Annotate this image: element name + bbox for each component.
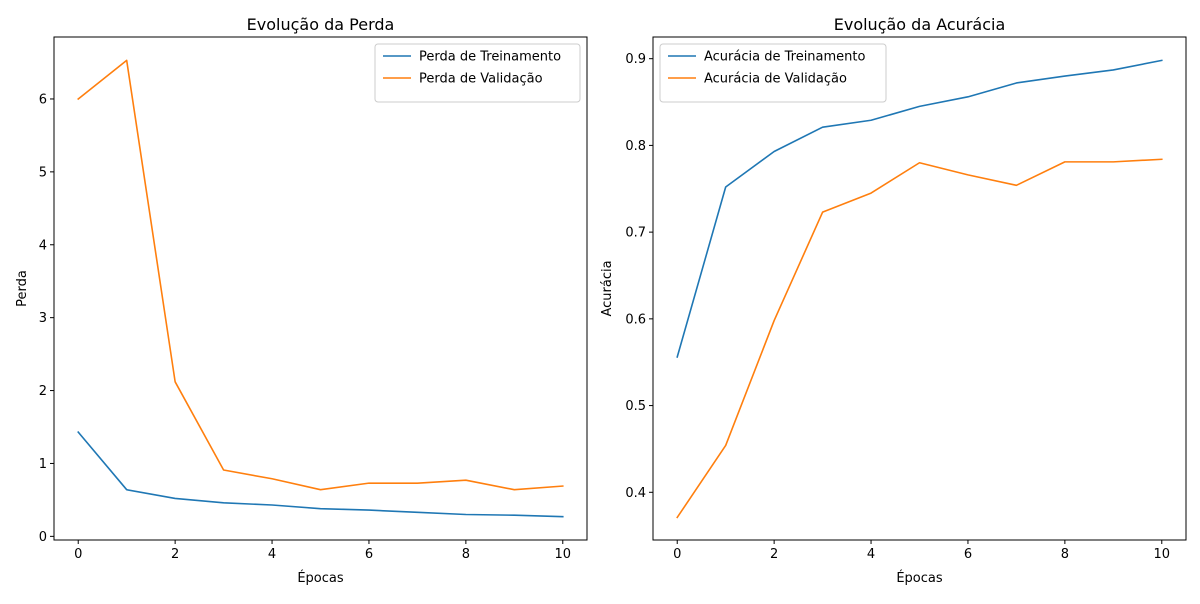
x-tick-label: 8 bbox=[462, 547, 470, 562]
y-tick-label: 0 bbox=[39, 530, 47, 545]
y-tick-label: 0.8 bbox=[625, 139, 646, 154]
x-axis-label: Épocas bbox=[297, 570, 344, 586]
y-axis-label: Acurácia bbox=[600, 260, 615, 316]
x-tick-label: 2 bbox=[171, 547, 179, 562]
series-line-2 bbox=[77, 59, 564, 491]
y-tick-label: 0.5 bbox=[625, 399, 646, 414]
y-tick-label: 5 bbox=[39, 165, 47, 180]
y-tick-label: 0.7 bbox=[625, 226, 646, 241]
x-tick-label: 10 bbox=[1153, 547, 1170, 562]
x-tick-label: 0 bbox=[74, 547, 82, 562]
series-line-1 bbox=[77, 430, 564, 518]
x-tick-label: 8 bbox=[1061, 547, 1069, 562]
legend-box bbox=[374, 43, 581, 103]
chart-title: Evolução da Acurácia bbox=[834, 15, 1006, 34]
y-axis-label: Perda bbox=[15, 270, 30, 307]
x-tick-label: 4 bbox=[867, 547, 875, 562]
x-tick-label: 2 bbox=[770, 547, 778, 562]
chart-panel-1: Evolução da Perda 0 2 4 6 8 10 0 1 2 3 4 5 6 Épocas Per… bbox=[15, 15, 588, 586]
y-tick-label: 1 bbox=[39, 457, 47, 472]
axes-frame bbox=[53, 36, 588, 541]
y-tick-label: 2 bbox=[39, 384, 47, 399]
y-tick-label: 0.4 bbox=[625, 486, 646, 501]
x-tick-label: 6 bbox=[365, 547, 373, 562]
series-line-1 bbox=[676, 59, 1163, 358]
chart-panel-2: Evolução da Acurácia 0 2 4 6 8 10 0.4 0.5 0.6 0.7 0… bbox=[600, 15, 1187, 586]
legend-label-1: Perda de Treinamento bbox=[419, 50, 561, 65]
x-tick-label: 0 bbox=[673, 547, 681, 562]
legend: Perda de Treinamento Perda de Validação bbox=[374, 43, 581, 103]
axes-frame bbox=[652, 36, 1187, 541]
legend-label-2: Perda de Validação bbox=[419, 72, 543, 87]
series-line-2 bbox=[676, 158, 1163, 519]
y-tick-label: 0.6 bbox=[625, 312, 646, 327]
chart-title: Evolução da Perda bbox=[247, 15, 395, 34]
legend-label-1: Acurácia de Treinamento bbox=[704, 50, 866, 65]
legend: Acurácia de Treinamento Acurácia de Valid… bbox=[659, 43, 887, 103]
y-tick-label: 6 bbox=[39, 92, 47, 107]
x-tick-label: 6 bbox=[964, 547, 972, 562]
x-tick-label: 4 bbox=[268, 547, 276, 562]
legend-box bbox=[659, 43, 887, 103]
y-tick-label: 0.9 bbox=[625, 52, 646, 67]
x-axis-label: Épocas bbox=[896, 570, 943, 586]
y-tick-label: 3 bbox=[39, 311, 47, 326]
y-tick-label: 4 bbox=[39, 238, 47, 253]
x-tick-label: 10 bbox=[554, 547, 571, 562]
legend-label-2: Acurácia de Validação bbox=[704, 72, 847, 87]
